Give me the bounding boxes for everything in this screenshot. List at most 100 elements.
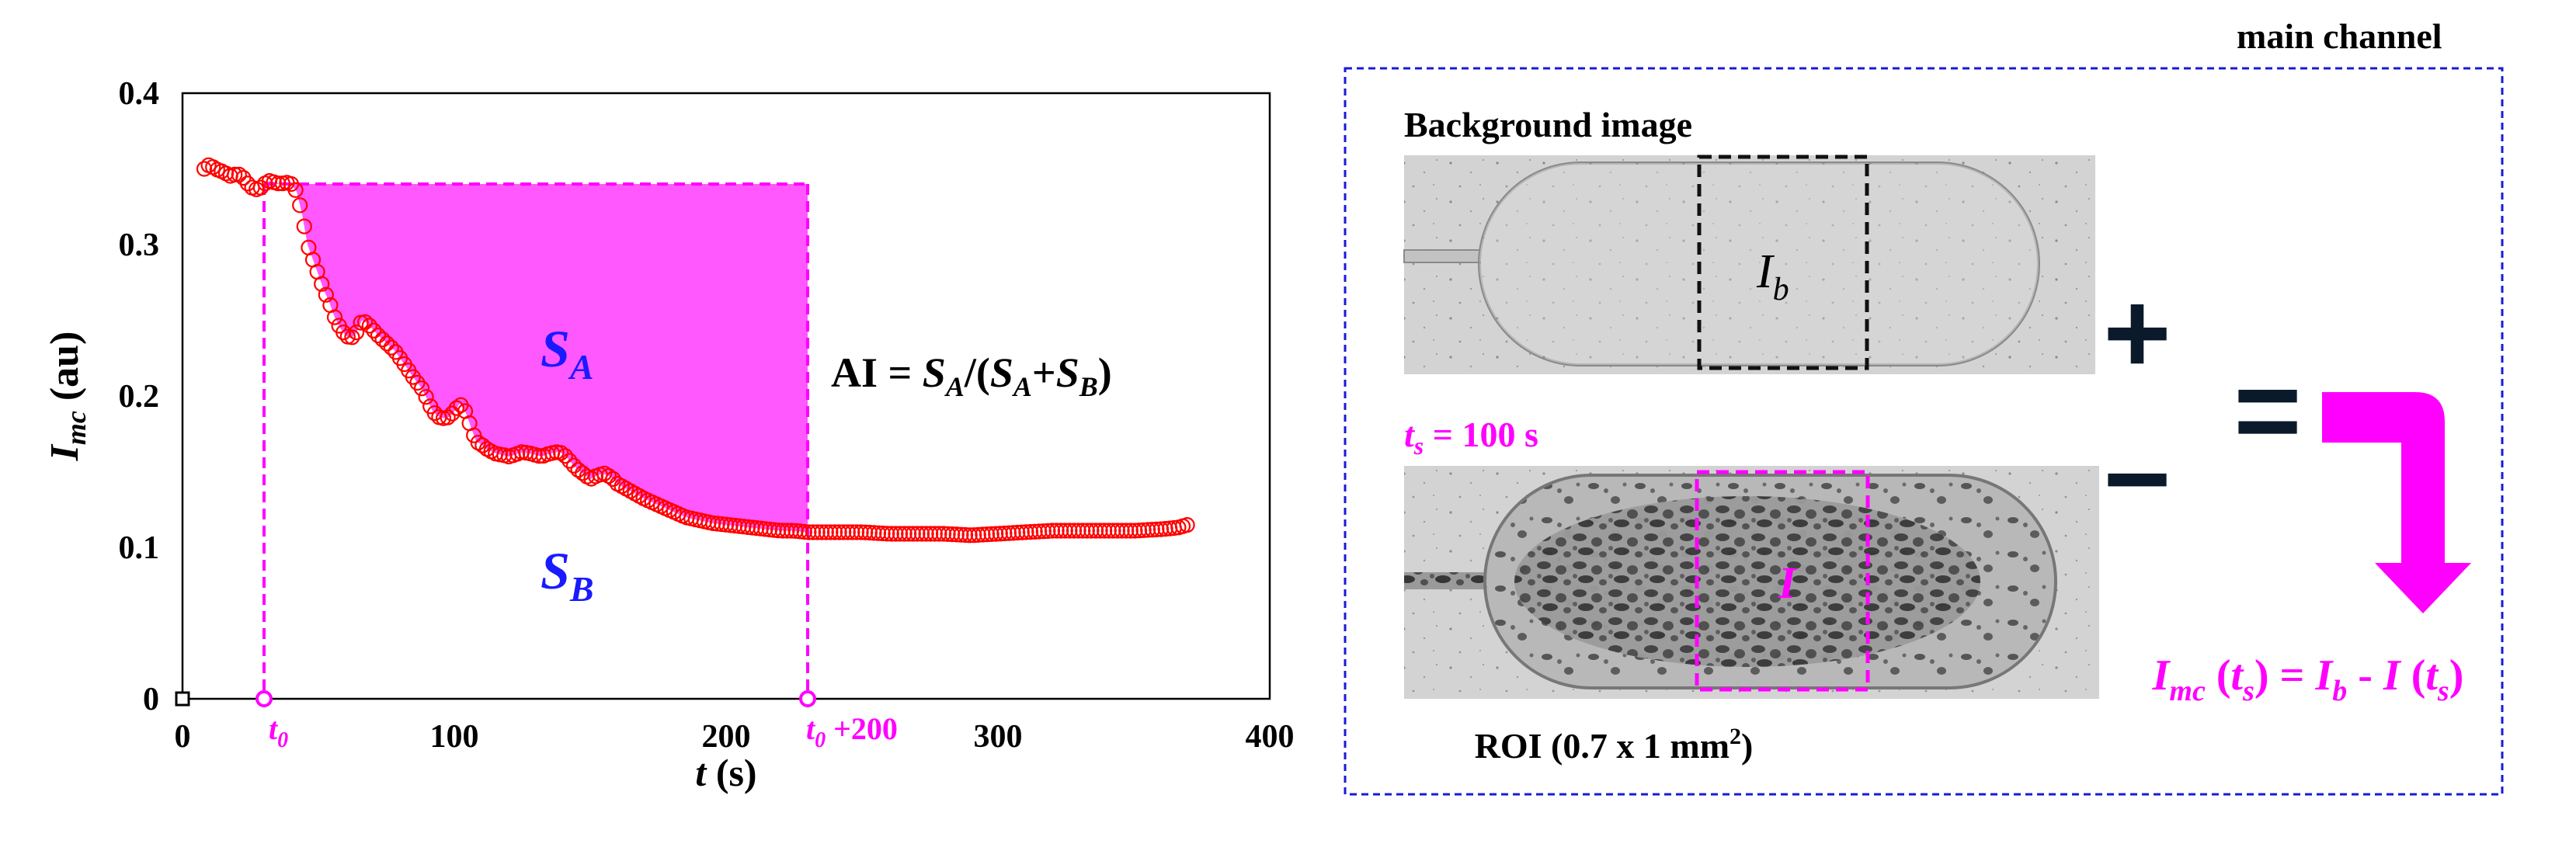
data-point-211 bbox=[1114, 523, 1130, 539]
data-point-150 bbox=[848, 524, 865, 540]
data-point-215 bbox=[1131, 523, 1148, 539]
data-point-152 bbox=[857, 524, 874, 540]
data-point-203 bbox=[1079, 523, 1095, 539]
sb-label: SB bbox=[541, 541, 594, 609]
data-point-171 bbox=[940, 526, 956, 542]
data-point-216 bbox=[1135, 522, 1152, 538]
data-point-190 bbox=[1022, 523, 1039, 540]
data-point-43 bbox=[383, 339, 399, 356]
t200-marker bbox=[799, 690, 816, 707]
data-point-145 bbox=[826, 524, 843, 540]
data-point-208 bbox=[1100, 523, 1117, 539]
data-point-226 bbox=[1179, 516, 1195, 533]
x-tick-label-2: 200 bbox=[702, 719, 751, 755]
data-point-51 bbox=[418, 389, 434, 405]
data-point-213 bbox=[1122, 523, 1139, 539]
data-point-192 bbox=[1031, 523, 1048, 540]
data-point-172 bbox=[944, 526, 961, 543]
t200-label: t0 +200 bbox=[806, 711, 898, 752]
y-tick-label-4: 0.4 bbox=[119, 76, 160, 112]
data-point-193 bbox=[1035, 523, 1052, 540]
data-point-196 bbox=[1048, 523, 1065, 539]
equals-sign: = bbox=[2234, 345, 2302, 475]
x-tick-label-4: 400 bbox=[1246, 719, 1295, 755]
x-axis-label: t (s) bbox=[695, 751, 756, 794]
y-axis-ticks: 0 0.1 0.2 0.3 0.4 bbox=[119, 76, 160, 717]
data-point-35 bbox=[348, 325, 365, 341]
data-point-186 bbox=[1005, 525, 1021, 541]
roi-box-sample bbox=[1695, 470, 1870, 692]
data-point-212 bbox=[1118, 523, 1135, 539]
t0-marker bbox=[256, 690, 273, 707]
data-point-0 bbox=[196, 161, 213, 177]
data-point-22 bbox=[292, 197, 308, 214]
image-panel: main channel Background image Ib ts = 10… bbox=[1344, 16, 2504, 796]
data-point-177 bbox=[966, 527, 982, 544]
data-point-214 bbox=[1127, 523, 1143, 539]
data-point-184 bbox=[996, 525, 1013, 542]
data-point-154 bbox=[866, 525, 882, 541]
data-point-83 bbox=[557, 448, 573, 464]
data-point-167 bbox=[923, 526, 939, 542]
data-point-158 bbox=[883, 526, 899, 542]
data-point-189 bbox=[1018, 524, 1034, 540]
data-point-82 bbox=[553, 445, 569, 461]
data-point-179 bbox=[975, 526, 991, 543]
data-point-188 bbox=[1013, 524, 1030, 540]
data-point-17 bbox=[270, 175, 287, 192]
roi-box-background bbox=[1697, 155, 1869, 370]
data-point-200 bbox=[1066, 523, 1083, 539]
data-point-41 bbox=[374, 332, 391, 348]
data-point-161 bbox=[896, 526, 913, 542]
data-point-201 bbox=[1070, 523, 1086, 539]
chart: 0 100 200 300 400 0 0.1 0.2 0.3 0.4 t (s) Imc (a… bbox=[43, 76, 1295, 794]
curved-arrow-icon bbox=[2322, 392, 2471, 613]
data-point-143 bbox=[818, 524, 834, 540]
data-point-180 bbox=[979, 526, 996, 543]
x-tick-label-0: 0 bbox=[175, 719, 191, 755]
data-point-181 bbox=[983, 526, 999, 543]
data-point-37 bbox=[357, 314, 374, 330]
data-point-170 bbox=[935, 526, 952, 542]
data-point-138 bbox=[796, 523, 812, 540]
data-point-204 bbox=[1083, 523, 1100, 539]
data-point-165 bbox=[913, 526, 930, 542]
data-point-198 bbox=[1057, 523, 1073, 539]
plot-frame bbox=[181, 92, 1271, 700]
data-point-218 bbox=[1144, 522, 1160, 538]
data-point-133 bbox=[774, 523, 791, 539]
plus-sign: + bbox=[2103, 267, 2171, 398]
data-point-157 bbox=[879, 526, 895, 542]
data-point-173 bbox=[948, 526, 965, 543]
data-point-21 bbox=[287, 182, 304, 198]
data-point-205 bbox=[1087, 523, 1104, 539]
data-point-132 bbox=[770, 523, 787, 539]
data-point-139 bbox=[801, 524, 817, 540]
data-point-163 bbox=[905, 526, 921, 542]
data-point-141 bbox=[809, 524, 826, 540]
roi-label: ROI (0.7 x 1 mm2) bbox=[1475, 724, 1754, 766]
data-point-151 bbox=[853, 524, 869, 540]
data-point-93 bbox=[600, 467, 617, 485]
data-point-58 bbox=[448, 400, 464, 416]
data-point-56 bbox=[440, 409, 456, 425]
origin-marker bbox=[175, 691, 190, 707]
data-point-134 bbox=[779, 523, 795, 539]
data-point-146 bbox=[831, 524, 847, 540]
background-image-label: Background image bbox=[1404, 105, 1692, 144]
ai-formula: AI = SA/(SA+SB) bbox=[831, 349, 1112, 402]
data-point-7 bbox=[227, 166, 243, 182]
data-point-210 bbox=[1109, 523, 1126, 539]
data-point-42 bbox=[379, 335, 395, 352]
data-point-38 bbox=[361, 318, 377, 334]
data-point-32 bbox=[335, 325, 352, 341]
data-point-148 bbox=[840, 524, 856, 540]
data-point-182 bbox=[988, 526, 1004, 542]
sample-image: I bbox=[1404, 466, 2099, 699]
data-point-159 bbox=[888, 526, 904, 542]
data-point-8 bbox=[231, 166, 247, 182]
y-tick-label-3: 0.3 bbox=[119, 227, 160, 263]
data-point-153 bbox=[861, 524, 878, 541]
data-point-50 bbox=[413, 380, 430, 397]
data-point-147 bbox=[836, 524, 852, 540]
